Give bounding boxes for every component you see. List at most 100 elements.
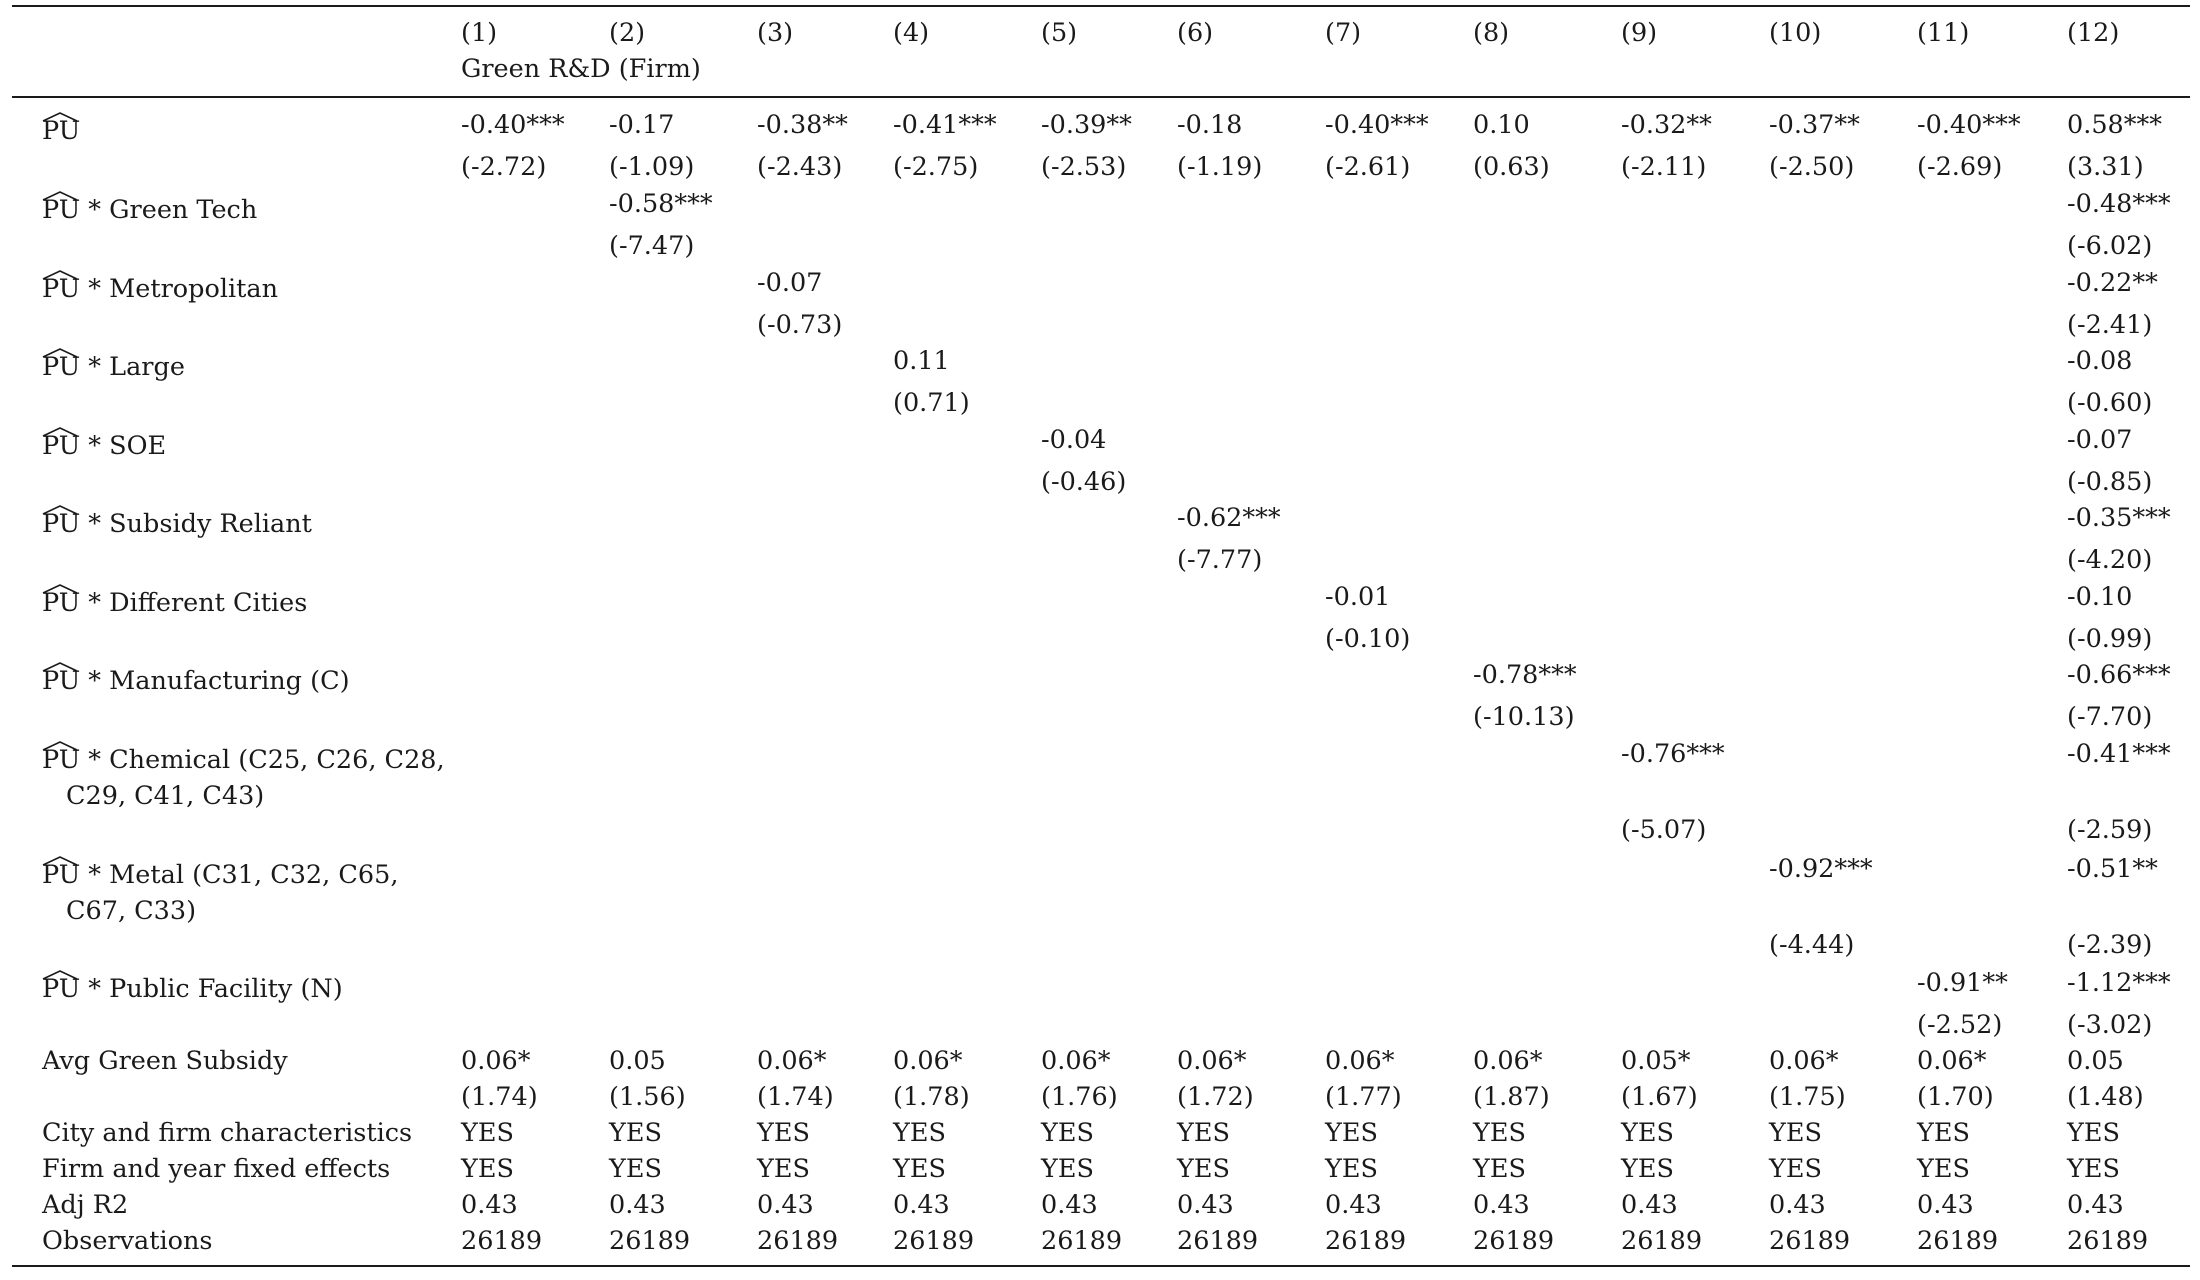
footer-cell: 0.43 [1325,1190,1382,1220]
tstat-cell: (-0.46) [1041,467,1127,497]
hat-accent-icon [42,856,78,866]
coefficient-cell: 0.06* [1473,1046,1543,1076]
tstat-cell: (-2.11) [1621,152,1707,182]
footer-cell: YES [1473,1118,1526,1148]
row-label: Observations [42,1226,213,1256]
tstat-cell: (-6.02) [2067,231,2153,261]
row-label: PU * Green Tech [42,191,258,225]
footer-cell: YES [1473,1154,1526,1184]
footer-cell: 0.43 [757,1190,814,1220]
coefficient-cell: -0.18 [1177,110,1243,140]
coefficient-cell: -0.22** [2067,268,2158,298]
dependent-variable-label: Green R&D (Firm) [461,54,701,84]
tstat-cell: (-3.02) [2067,1010,2153,1040]
coefficient-cell: -0.51** [2067,854,2158,884]
coefficient-cell: -0.37** [1769,110,1860,140]
pu-hat-symbol: PU [42,427,80,461]
tstat-cell: (-2.69) [1917,152,2003,182]
coefficient-cell: -0.10 [2067,582,2133,612]
footer-cell: YES [1769,1154,1822,1184]
footer-cell: YES [1621,1118,1674,1148]
coefficient-cell: -0.66*** [2067,660,2171,690]
tstat-cell: (1.67) [1621,1082,1698,1112]
footer-cell: 0.43 [1917,1190,1974,1220]
pu-hat-symbol: PU [42,856,80,890]
row-label-text: * Large [80,352,185,382]
column-header: (12) [2067,18,2120,48]
coefficient-cell: 0.06* [1041,1046,1111,1076]
tstat-cell: (-2.52) [1917,1010,2003,1040]
coefficient-cell: -0.91** [1917,968,2008,998]
coefficient-cell: -0.92*** [1769,854,1873,884]
hat-accent-icon [42,662,78,672]
tstat-cell: (-0.60) [2067,388,2153,418]
coefficient-cell: 0.05 [2067,1046,2124,1076]
tstat-cell: (-7.70) [2067,702,2153,732]
tstat-cell: (1.77) [1325,1082,1402,1112]
footer-cell: YES [2067,1154,2120,1184]
row-label: PU * Chemical (C25, C26, C28, [42,741,445,775]
tstat-cell: (1.78) [893,1082,970,1112]
tstat-cell: (-5.07) [1621,815,1707,845]
tstat-cell: (-2.61) [1325,152,1411,182]
footer-cell: YES [1917,1154,1970,1184]
coefficient-cell: 0.06* [1917,1046,1987,1076]
row-label: Avg Green Subsidy [42,1046,288,1076]
tstat-cell: (-10.13) [1473,702,1575,732]
pu-hat-symbol: PU [42,584,80,618]
coefficient-cell: -0.62*** [1177,503,1281,533]
coefficient-cell: -0.39** [1041,110,1132,140]
coefficient-cell: -0.40*** [461,110,565,140]
footer-cell: 26189 [1621,1226,1703,1256]
footer-cell: 0.43 [2067,1190,2124,1220]
coefficient-cell: 0.06* [461,1046,531,1076]
row-label-text: * Metropolitan [80,274,279,304]
tstat-cell: (3.31) [2067,152,2144,182]
tstat-cell: (-4.44) [1769,930,1855,960]
tstat-cell: (-2.53) [1041,152,1127,182]
pu-hat-symbol: PU [42,270,80,304]
footer-cell: YES [1041,1154,1094,1184]
coefficient-cell: -0.35*** [2067,503,2171,533]
footer-cell: 0.43 [1621,1190,1678,1220]
hat-accent-icon [42,970,78,980]
pu-hat-symbol: PU [42,741,80,775]
coefficient-cell: -0.41*** [893,110,997,140]
tstat-cell: (-2.75) [893,152,979,182]
footer-cell: 26189 [1917,1226,1999,1256]
coefficient-cell: 0.10 [1473,110,1530,140]
coefficient-cell: 0.06* [757,1046,827,1076]
tstat-cell: (0.71) [893,388,970,418]
pu-hat-symbol: PU [42,662,80,696]
row-label: City and firm characteristics [42,1118,413,1148]
footer-cell: 0.43 [1041,1190,1098,1220]
coefficient-cell: -0.58*** [609,189,713,219]
table-header-rule [12,96,2190,98]
row-label: PU * Different Cities [42,584,307,618]
footer-cell: YES [1325,1118,1378,1148]
hat-accent-icon [42,348,78,358]
footer-cell: YES [1917,1118,1970,1148]
tstat-cell: (1.76) [1041,1082,1118,1112]
footer-cell: 26189 [1769,1226,1851,1256]
footer-cell: YES [1621,1154,1674,1184]
row-label: PU * Metal (C31, C32, C65, [42,856,398,890]
tstat-cell: (-7.47) [609,231,695,261]
hat-accent-icon [42,741,78,751]
coefficient-cell: -0.01 [1325,582,1391,612]
footer-cell: 0.43 [1769,1190,1826,1220]
column-header: (4) [893,18,930,48]
footer-cell: 0.43 [1177,1190,1234,1220]
coefficient-cell: -0.38** [757,110,848,140]
tstat-cell: (-2.50) [1769,152,1855,182]
coefficient-cell: 0.06* [1177,1046,1247,1076]
footer-cell: YES [609,1154,662,1184]
footer-cell: 26189 [1177,1226,1259,1256]
coefficient-cell: 0.06* [893,1046,963,1076]
row-label: PU * Large [42,348,185,382]
tstat-cell: (-2.43) [757,152,843,182]
tstat-cell: (-2.72) [461,152,547,182]
footer-cell: YES [609,1118,662,1148]
footer-cell: 26189 [1473,1226,1555,1256]
row-label-text: * Green Tech [80,195,258,225]
